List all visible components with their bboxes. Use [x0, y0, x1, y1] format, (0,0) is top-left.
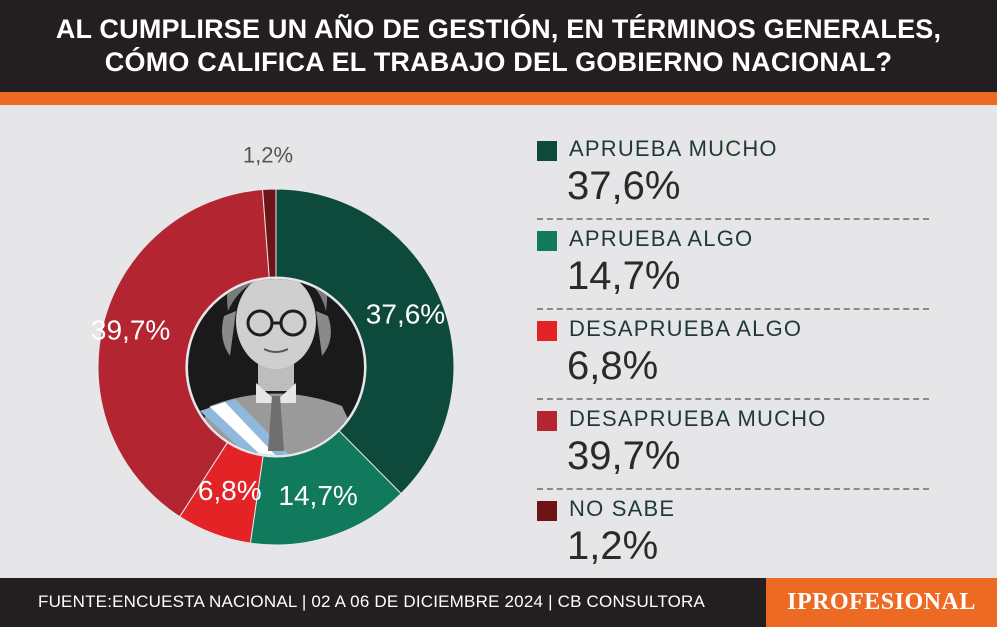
legend-label: APRUEBA ALGO [569, 226, 754, 251]
legend-swatch [537, 411, 557, 431]
brand-logo[interactable]: IPROFESIONAL [766, 578, 997, 627]
legend-swatch [537, 501, 557, 521]
legend-label: DESAPRUEBA MUCHO [569, 406, 827, 431]
legend-item-desaprueba-mucho: DESAPRUEBA MUCHO 39,7% [537, 400, 929, 490]
source-note: FUENTE:ENCUESTA NACIONAL | 02 A 06 DE DI… [38, 592, 706, 611]
legend-value: 6,8% [567, 344, 659, 388]
legend-swatch [537, 321, 557, 341]
legend-value: 37,6% [567, 164, 681, 208]
slice-data-label: 1,2% [243, 143, 293, 168]
legend-value: 39,7% [567, 434, 681, 478]
legend-label: NO SABE [569, 496, 676, 521]
slice-data-label: 39,7% [91, 315, 170, 346]
legend-swatch [537, 231, 557, 251]
brand-logo-text: IPROFESIONAL [787, 589, 976, 615]
donut-chart: 37,6% 14,7% 6,8% 39,7% 1,2% [60, 130, 500, 570]
title-line-1: AL CUMPLIRSE UN AÑO DE GESTIÓN, EN TÉRMI… [55, 14, 942, 44]
slice-data-label: 6,8% [198, 475, 262, 506]
legend-value: 1,2% [567, 524, 659, 568]
header: AL CUMPLIRSE UN AÑO DE GESTIÓN, EN TÉRMI… [0, 0, 997, 92]
pie-slice-no-sabe [262, 188, 277, 278]
legend-item-desaprueba-algo: DESAPRUEBA ALGO 6,8% [537, 310, 929, 400]
legend: APRUEBA MUCHO 37,6% APRUEBA ALGO 14,7% D… [537, 130, 929, 580]
legend-item-no-sabe: NO SABE 1,2% [537, 490, 929, 580]
title-line-2: CÓMO CALIFICA EL TRABAJO DEL GOBIERNO NA… [104, 47, 893, 77]
legend-swatch [537, 141, 557, 161]
legend-label: DESAPRUEBA ALGO [569, 316, 803, 341]
footer: FUENTE:ENCUESTA NACIONAL | 02 A 06 DE DI… [0, 578, 997, 627]
donut-chart-svg: 37,6% 14,7% 6,8% 39,7% 1,2% [91, 143, 455, 546]
legend-value: 14,7% [567, 254, 681, 298]
slice-data-label: 14,7% [278, 480, 357, 511]
pie-slice-aprueba-mucho [275, 188, 455, 495]
legend-label: APRUEBA MUCHO [569, 136, 778, 161]
pie-slice-desaprueba-mucho [97, 188, 270, 518]
legend-item-aprueba-algo: APRUEBA ALGO 14,7% [537, 220, 929, 310]
slice-data-label: 37,6% [366, 298, 445, 329]
legend-item-aprueba-mucho: APRUEBA MUCHO 37,6% [537, 130, 929, 220]
accent-bar [0, 92, 997, 105]
